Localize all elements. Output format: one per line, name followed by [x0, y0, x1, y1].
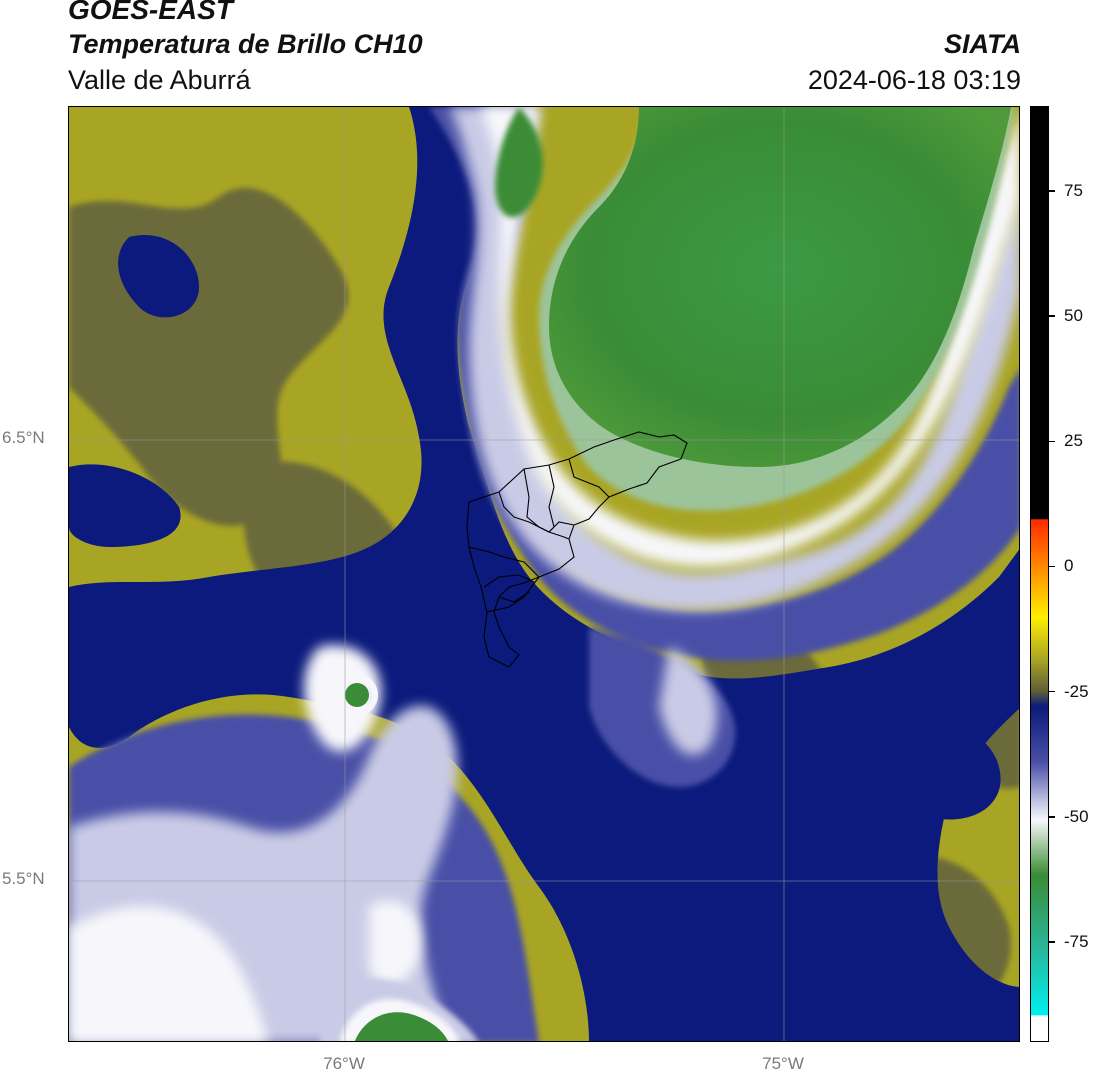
cold-cloud-core — [495, 107, 1014, 511]
colorbar-tick-label: 25 — [1064, 431, 1083, 451]
colorbar-tick — [1049, 565, 1055, 568]
green-patch-bottom — [319, 674, 478, 1041]
colorbar-tick — [1049, 190, 1055, 192]
lon-label-75w: 75°W — [762, 1054, 804, 1073]
lat-label-5-5: 5.5°N — [2, 869, 45, 888]
colorbar-tick — [1049, 315, 1055, 317]
colorbar-tick-label: 0 — [1064, 556, 1074, 576]
graticule — [69, 107, 1019, 1041]
title-region: Valle de Aburrá — [68, 65, 251, 95]
colorbar-tick — [1049, 941, 1055, 943]
navy-regions — [69, 107, 1019, 1041]
lat-label-6-5: 6.5°N — [2, 428, 45, 447]
colorbar-tick-label: -50 — [1064, 806, 1089, 826]
brightness-temperature-map[interactable] — [68, 106, 1020, 1042]
colorbar-tick — [1049, 816, 1055, 818]
title-organization: SIATA — [944, 29, 1021, 59]
aburra-boundaries — [466, 431, 688, 668]
colorbar-tick-label: -75 — [1064, 931, 1089, 951]
colorbar-tick-label: 75 — [1064, 181, 1083, 201]
colorbar-tick-label: 50 — [1064, 306, 1083, 326]
title-timestamp: 2024-06-18 03:19 — [807, 65, 1021, 95]
white-regions — [69, 107, 1019, 1041]
lon-label-76w: 76°W — [323, 1054, 365, 1073]
colorbar-tick-label: -25 — [1064, 681, 1089, 701]
title-product: Temperatura de Brillo CH10 — [68, 29, 423, 59]
temperature-colorbar — [1030, 106, 1049, 1042]
colorbar-tick — [1049, 440, 1055, 443]
title-satellite: GOES-EAST — [68, 0, 233, 25]
colorbar-tick — [1049, 690, 1055, 693]
